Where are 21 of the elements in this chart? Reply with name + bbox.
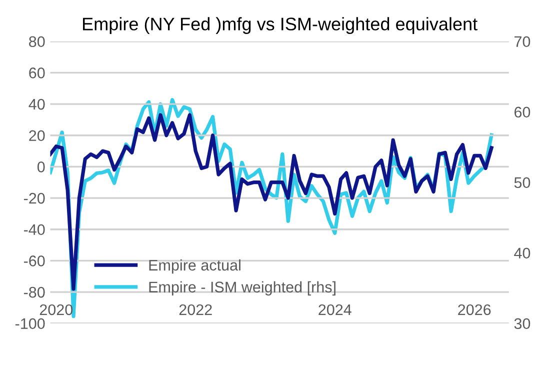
legend-label: Empire actual <box>149 259 240 274</box>
y2-tick-label: 70 <box>514 36 530 48</box>
y2-tick-label: 30 <box>514 318 530 330</box>
legend-label: Empire - ISM weighted [rhs] <box>149 281 336 296</box>
y-tick-label: -100 <box>15 318 45 330</box>
y2-tick-label: 60 <box>514 106 530 118</box>
y2-tick-label: 40 <box>514 248 530 259</box>
y-tick-label: 60 <box>29 68 45 78</box>
x-tick-label: 2026 <box>458 304 491 316</box>
y-tick-label: -40 <box>24 224 45 236</box>
y-tick-label: 0 <box>37 162 45 172</box>
chart-title: Empire (NY Fed )mfg vs ISM-weighted equivalent <box>83 17 478 34</box>
y2-tick-label: 50 <box>514 177 530 188</box>
y-tick-label: 20 <box>29 130 45 142</box>
y-tick-label: -20 <box>24 192 45 204</box>
y-tick-label: -80 <box>24 286 45 298</box>
y-tick-label: -60 <box>24 256 45 266</box>
x-tick-label: 2022 <box>179 304 212 316</box>
y-tick-label: 40 <box>28 98 45 110</box>
x-tick-label: 2024 <box>318 304 352 316</box>
y-tick-label: 80 <box>29 36 45 48</box>
